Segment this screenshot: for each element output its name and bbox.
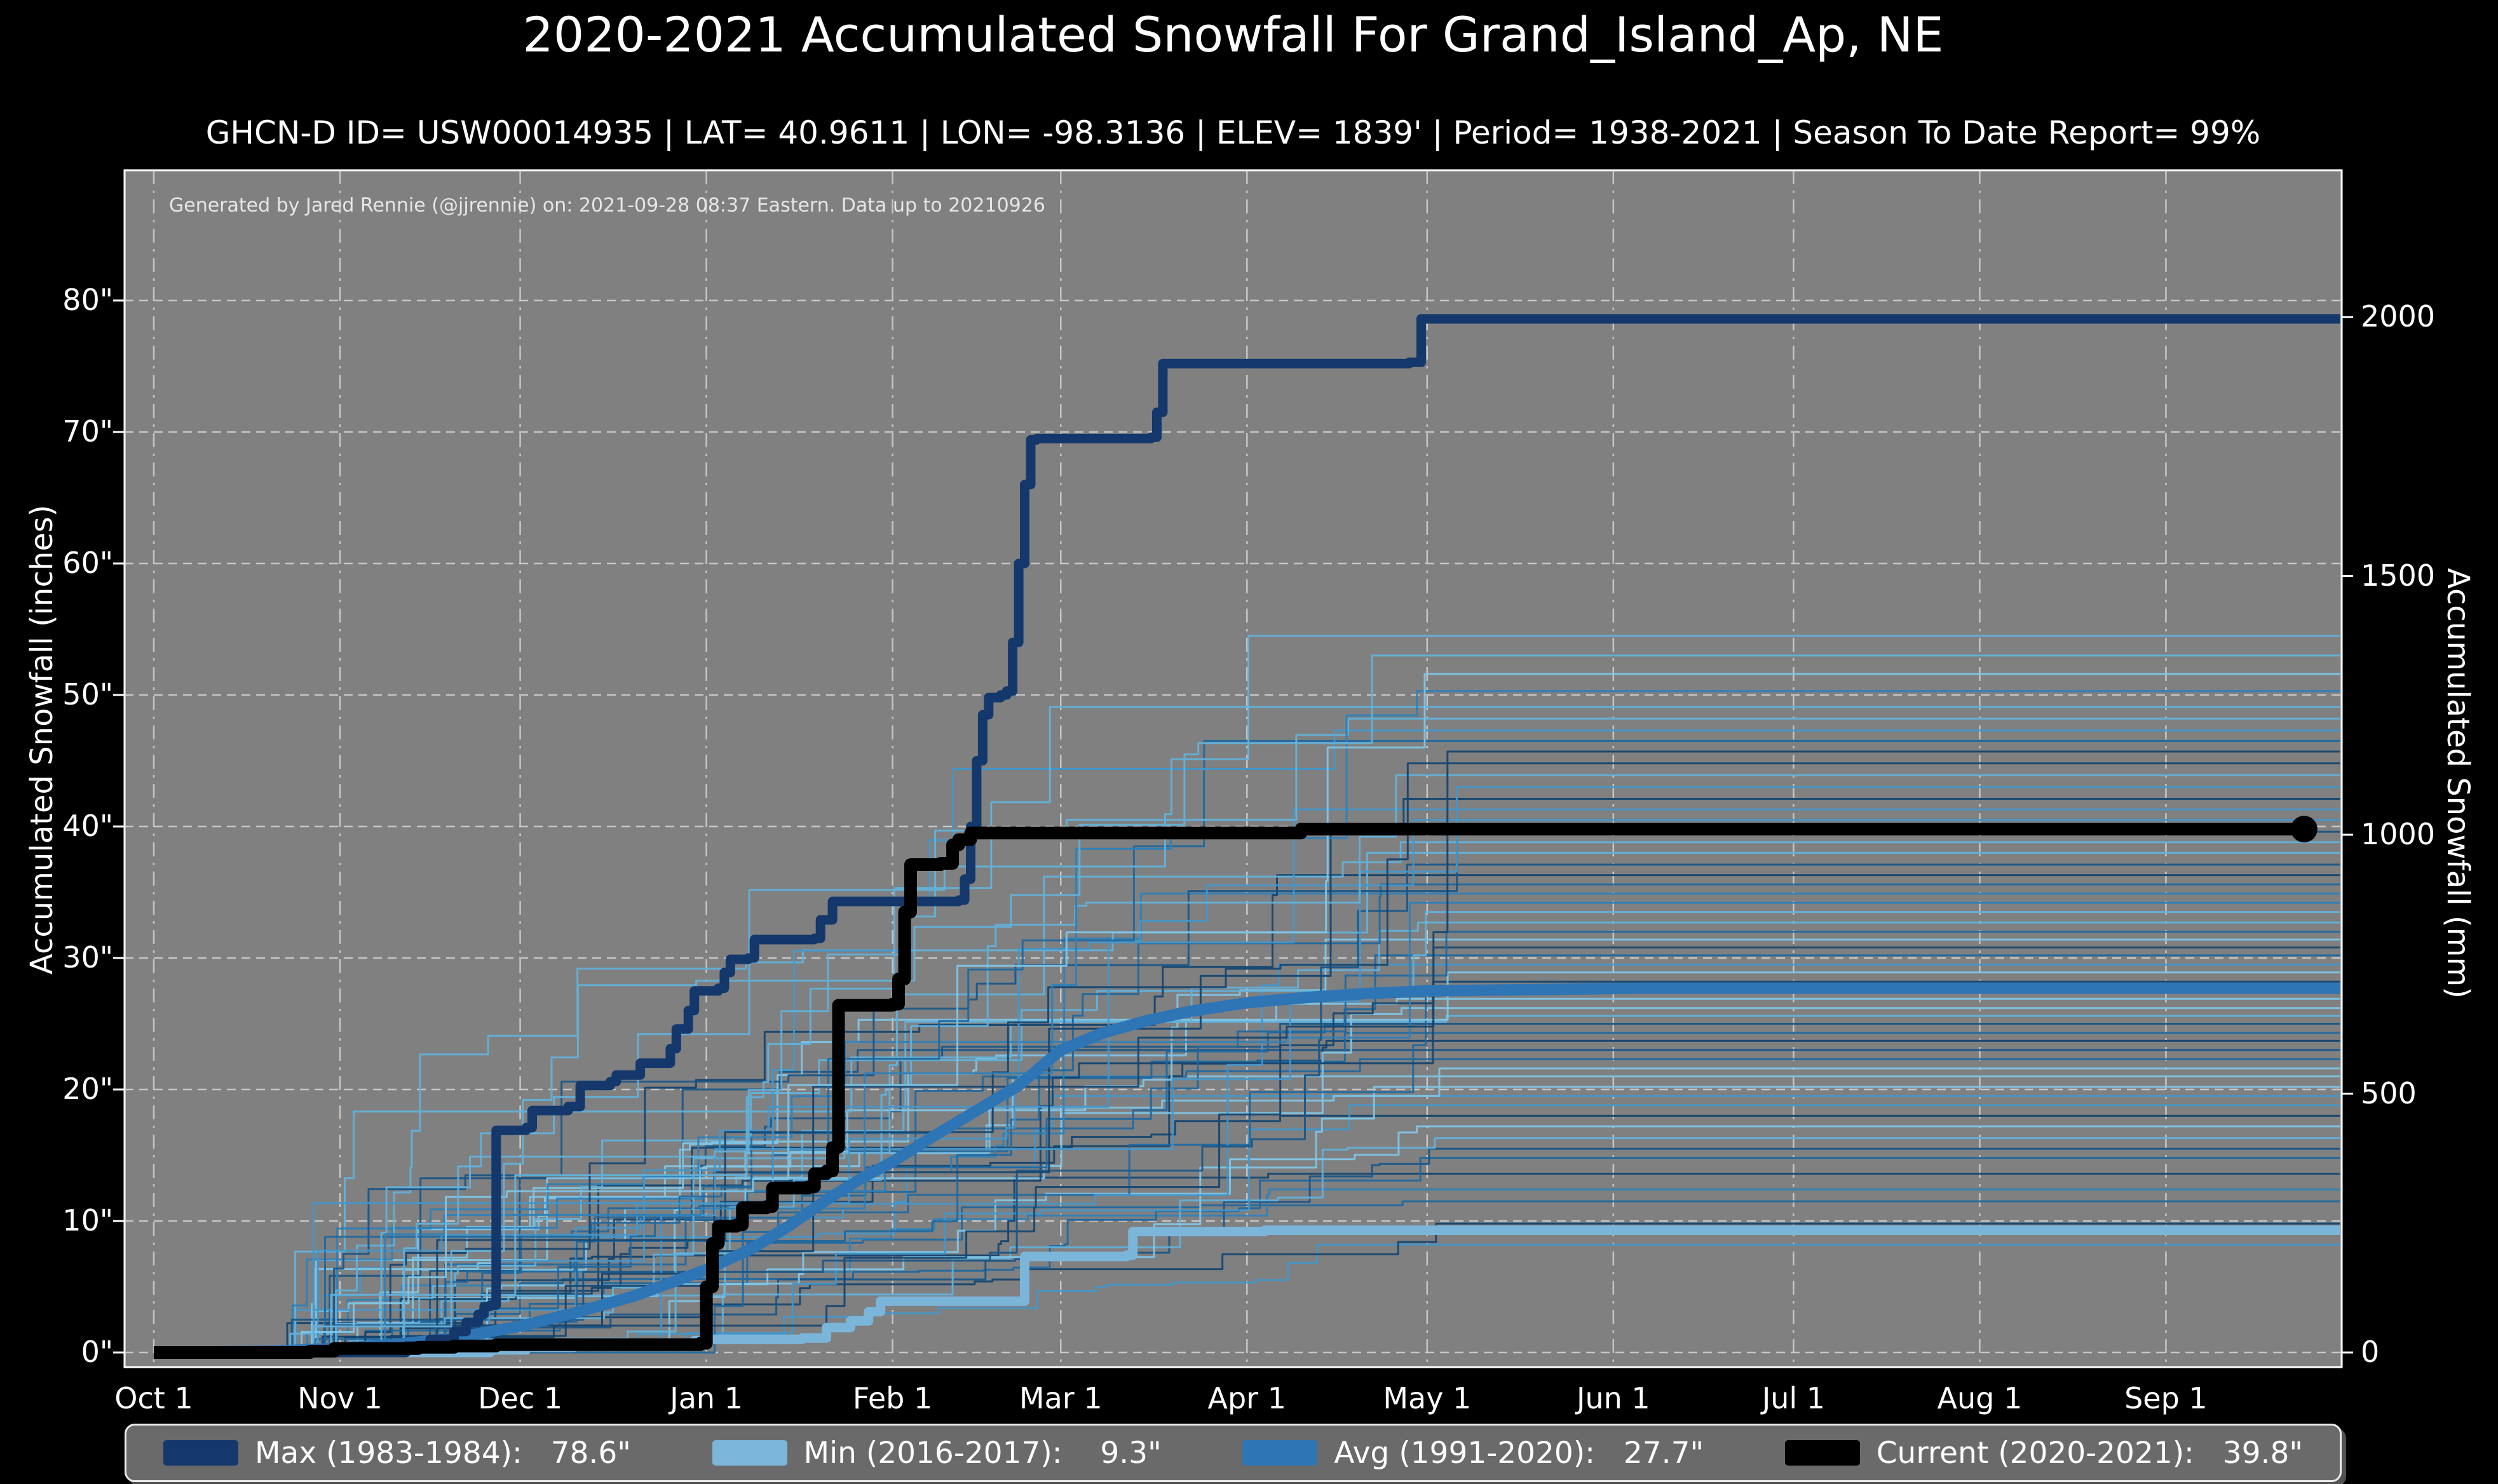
background-season-line bbox=[154, 673, 2340, 1354]
background-season-line bbox=[154, 990, 2340, 1354]
month-tick-label: Feb 1 bbox=[852, 1381, 933, 1415]
month-tick-label: Aug 1 bbox=[1937, 1381, 2023, 1415]
page-title: 2020-2021 Accumulated Snowfall For Grand… bbox=[522, 6, 1944, 63]
right-tick-label: 500 bbox=[2361, 1076, 2417, 1110]
legend-label-current: Current (2020-2021): 39.8" bbox=[1876, 1435, 2303, 1471]
background-season-line bbox=[154, 946, 2340, 1354]
month-tick-label: May 1 bbox=[1383, 1381, 1472, 1415]
legend-label-avg: Avg (1991-2020): 27.7" bbox=[1334, 1435, 1704, 1471]
month-tick-label: Oct 1 bbox=[114, 1381, 193, 1415]
month-tick-label: Jun 1 bbox=[1576, 1381, 1650, 1415]
left-tick-label: 0" bbox=[81, 1335, 113, 1369]
left-tick-label: 80" bbox=[62, 283, 113, 317]
background-season-line bbox=[154, 762, 2340, 1354]
right-tick-label: 2000 bbox=[2361, 299, 2436, 334]
background-season-line bbox=[154, 938, 2340, 1354]
left-tick-label: 40" bbox=[62, 809, 113, 843]
month-tick-label: Apr 1 bbox=[1207, 1381, 1286, 1415]
plot-border bbox=[123, 169, 2343, 1368]
legend: Max (1983-1984): 78.6" Min (2016-2017): 9… bbox=[125, 1424, 2342, 1482]
legend-swatch-avg bbox=[1242, 1440, 1318, 1466]
series-max-line bbox=[154, 314, 2340, 1358]
left-tick-label: 30" bbox=[62, 940, 113, 975]
series-current-line bbox=[154, 823, 2304, 1359]
left-tick-label: 60" bbox=[62, 546, 113, 580]
background-season-line bbox=[154, 883, 2340, 1354]
legend-swatch-max bbox=[163, 1440, 238, 1466]
legend-swatch-current bbox=[1784, 1440, 1860, 1466]
background-season-line bbox=[154, 690, 2340, 1354]
background-season-line bbox=[154, 1086, 2340, 1354]
left-tick-label: 20" bbox=[62, 1072, 113, 1106]
background-season-line bbox=[154, 863, 2340, 1354]
legend-swatch-min bbox=[712, 1440, 787, 1466]
legend-label-min: Min (2016-2017): 9.3" bbox=[803, 1435, 1162, 1471]
legend-item-max: Max (1983-1984): 78.6" bbox=[163, 1436, 631, 1471]
legend-item-current: Current (2020-2021): 39.8" bbox=[1784, 1435, 2303, 1471]
series-avg-line bbox=[153, 982, 2340, 1358]
background-season-line bbox=[154, 635, 2340, 1354]
left-tick-label: 70" bbox=[62, 414, 113, 449]
right-tick-label: 0 bbox=[2361, 1335, 2380, 1369]
left-tick-label: 50" bbox=[62, 677, 113, 712]
month-tick-label: Dec 1 bbox=[478, 1381, 563, 1415]
right-tick-label: 1000 bbox=[2361, 817, 2436, 852]
attribution-text: Generated by Jared Rennie (@jjrennie) on… bbox=[169, 194, 1045, 217]
month-tick-label: Jul 1 bbox=[1761, 1381, 1826, 1415]
background-season-line bbox=[154, 654, 2340, 1354]
month-tick-label: Mar 1 bbox=[1019, 1381, 1103, 1415]
right-tick-label: 1500 bbox=[2361, 558, 2436, 593]
left-tick-label: 10" bbox=[62, 1203, 113, 1238]
series-current-endpoint-dot bbox=[2290, 816, 2318, 843]
background-season-line bbox=[154, 830, 2340, 1354]
month-tick-label: Sep 1 bbox=[2124, 1381, 2208, 1415]
station-metadata-subtitle: GHCN-D ID= USW00014935 | LAT= 40.9611 | … bbox=[205, 114, 2261, 151]
left-axis-label: Accumulated Snowfall (inches) bbox=[24, 504, 60, 975]
background-season-line bbox=[154, 874, 2340, 1354]
legend-item-avg: Avg (1991-2020): 27.7" bbox=[1242, 1436, 1704, 1471]
background-season-line bbox=[154, 911, 2340, 1354]
background-season-line bbox=[154, 717, 2340, 1354]
legend-label-max: Max (1983-1984): 78.6" bbox=[255, 1435, 631, 1471]
legend-item-min: Min (2016-2017): 9.3" bbox=[712, 1436, 1162, 1471]
background-season-line bbox=[154, 808, 2340, 1354]
background-season-line bbox=[154, 739, 2341, 1354]
background-season-line bbox=[154, 729, 2340, 1354]
right-axis-label: Accumulated Snowfall (mm) bbox=[2440, 568, 2476, 999]
month-tick-label: Jan 1 bbox=[670, 1381, 743, 1415]
background-season-line bbox=[154, 851, 2340, 1354]
month-tick-label: Nov 1 bbox=[297, 1381, 383, 1415]
